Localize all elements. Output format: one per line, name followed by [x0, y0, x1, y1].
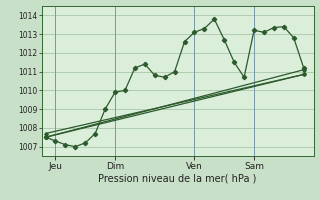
X-axis label: Pression niveau de la mer( hPa ): Pression niveau de la mer( hPa ) — [99, 173, 257, 183]
